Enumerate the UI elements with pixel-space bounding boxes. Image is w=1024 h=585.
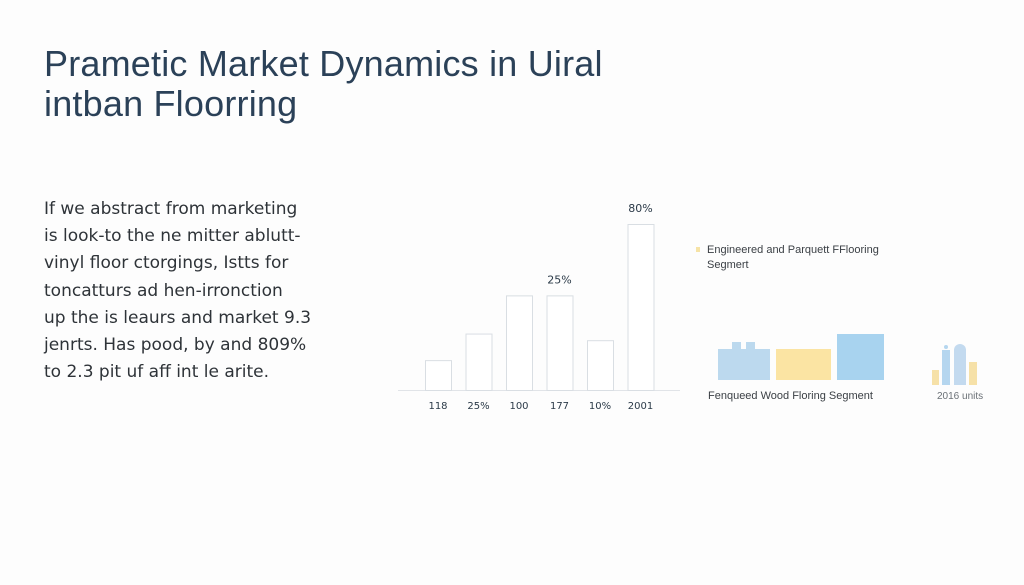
body-paragraph: If we abstract from marketing is look-to… <box>44 196 344 386</box>
page-title-line-2: intban Floorring <box>44 83 298 124</box>
units-icon-bar <box>932 370 939 385</box>
bar <box>465 333 493 391</box>
bar-value-label: 25% <box>547 273 571 286</box>
segment-block-blue <box>718 349 770 380</box>
page-title-line-1: Prametic Market Dynamics in Uiral <box>44 43 603 84</box>
body-line: is look-to the ne mitter ablutt- <box>44 226 301 247</box>
segment-tab-small <box>746 342 755 350</box>
body-line: vinyl floor ctorgings, Istts for <box>44 253 289 274</box>
page-title: Prametic Market Dynamics in Uiral intban… <box>44 44 744 124</box>
units-icon-bar <box>954 344 966 385</box>
bar <box>425 360 452 391</box>
chart-legend: Engineered and Parquett FFlooring Segmer… <box>696 243 906 273</box>
bar-chart: 118 25% 100 177 25% 10% 2001 80% <box>398 202 680 412</box>
segment-block-strong-blue <box>837 334 884 380</box>
x-tick-label: 10% <box>589 401 611 412</box>
bar <box>627 224 655 391</box>
body-line: toncatturs ad hen-irronction <box>44 280 283 301</box>
units-label: 2016 units <box>937 391 984 402</box>
segment-block-yellow <box>776 349 831 380</box>
x-tick-label: 118 <box>428 401 447 412</box>
segment-caption: Fenqueed Wood Floring Segment <box>708 390 873 402</box>
bar <box>587 340 614 391</box>
body-line: If we abstract from marketing <box>44 199 298 219</box>
bar-value-label: 80% <box>628 202 652 215</box>
legend-label: Engineered and Parquett FFlooring Segmer… <box>707 244 879 271</box>
units-icon-bar <box>969 362 977 385</box>
x-tick-label: 100 <box>509 401 528 412</box>
body-line: up the is leaurs and market 9.3 <box>44 307 312 328</box>
body-line: to 2.3 pit uf aff int le arite. <box>44 362 270 383</box>
segment-tab-small <box>732 342 741 350</box>
bar <box>546 295 574 391</box>
x-tick-label: 2001 <box>628 401 653 412</box>
x-tick-label: 25% <box>467 401 489 412</box>
units-icon <box>931 340 985 386</box>
bar <box>506 295 533 391</box>
body-line: jenrts. Has pood, by and 809% <box>44 335 307 356</box>
units-icon-bar <box>942 350 950 385</box>
x-tick-label: 177 <box>550 401 569 412</box>
legend-swatch <box>696 247 700 252</box>
units-icon-bar <box>944 345 948 349</box>
segment-blocks <box>716 332 886 382</box>
